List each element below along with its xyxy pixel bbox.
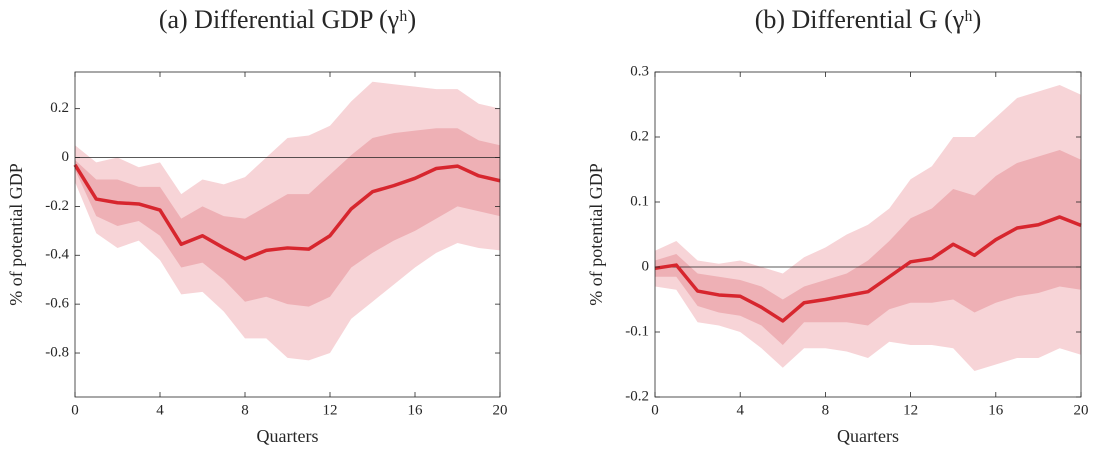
x-axis-label: Quarters [837, 426, 899, 446]
chart-title: (a) Differential GDP (γʰ) [159, 5, 416, 34]
chart-title: (b) Differential G (γʰ) [755, 5, 982, 34]
y-tick-label: 0.1 [630, 193, 649, 209]
panel: (a) Differential GDP (γʰ) -0.8 -0.6 -0.4 -0.… [6, 5, 507, 446]
panel: (b) Differential G (γʰ) -0.2 -0.1 0 0.1 0.2 0.… [586, 5, 1088, 446]
y-tick-label: 0.2 [50, 100, 69, 116]
confidence-band [655, 150, 1081, 345]
x-tick-label: 16 [988, 402, 1004, 418]
x-tick-label: 0 [651, 402, 659, 418]
plot-frame [654, 71, 1082, 398]
x-axis-label: Quarters [257, 426, 319, 446]
y-axis-label: % of potential GDP [6, 163, 26, 305]
y-tick-label: 0.2 [630, 128, 649, 144]
x-tick-label: 16 [408, 402, 424, 418]
plot-frame [74, 71, 501, 398]
x-tick-label: 12 [903, 402, 918, 418]
y-tick-label: 0.3 [630, 63, 649, 79]
x-tick-label: 4 [736, 402, 744, 418]
y-tick-label: -0.2 [45, 198, 69, 214]
x-tick-label: 8 [822, 402, 830, 418]
y-tick-label: -0.2 [625, 388, 649, 404]
x-tick-label: 4 [156, 402, 164, 418]
y-tick-label: -0.8 [45, 344, 69, 360]
x-tick-label: 0 [71, 402, 79, 418]
x-tick-label: 8 [241, 402, 249, 418]
y-axis-label: % of potential GDP [586, 163, 606, 305]
x-tick-label: 20 [1074, 402, 1089, 418]
y-tick-label: -0.4 [45, 247, 69, 263]
line [73, 163, 501, 261]
y-tick-label: -0.6 [45, 296, 69, 312]
line [654, 215, 1082, 323]
confidence-band [75, 128, 500, 307]
y-tick-label: 0 [642, 258, 650, 274]
y-tick-label: 0 [62, 149, 70, 165]
y-tick-label: -0.1 [625, 323, 649, 339]
x-tick-label: 20 [493, 402, 508, 418]
x-tick-label: 12 [323, 402, 338, 418]
